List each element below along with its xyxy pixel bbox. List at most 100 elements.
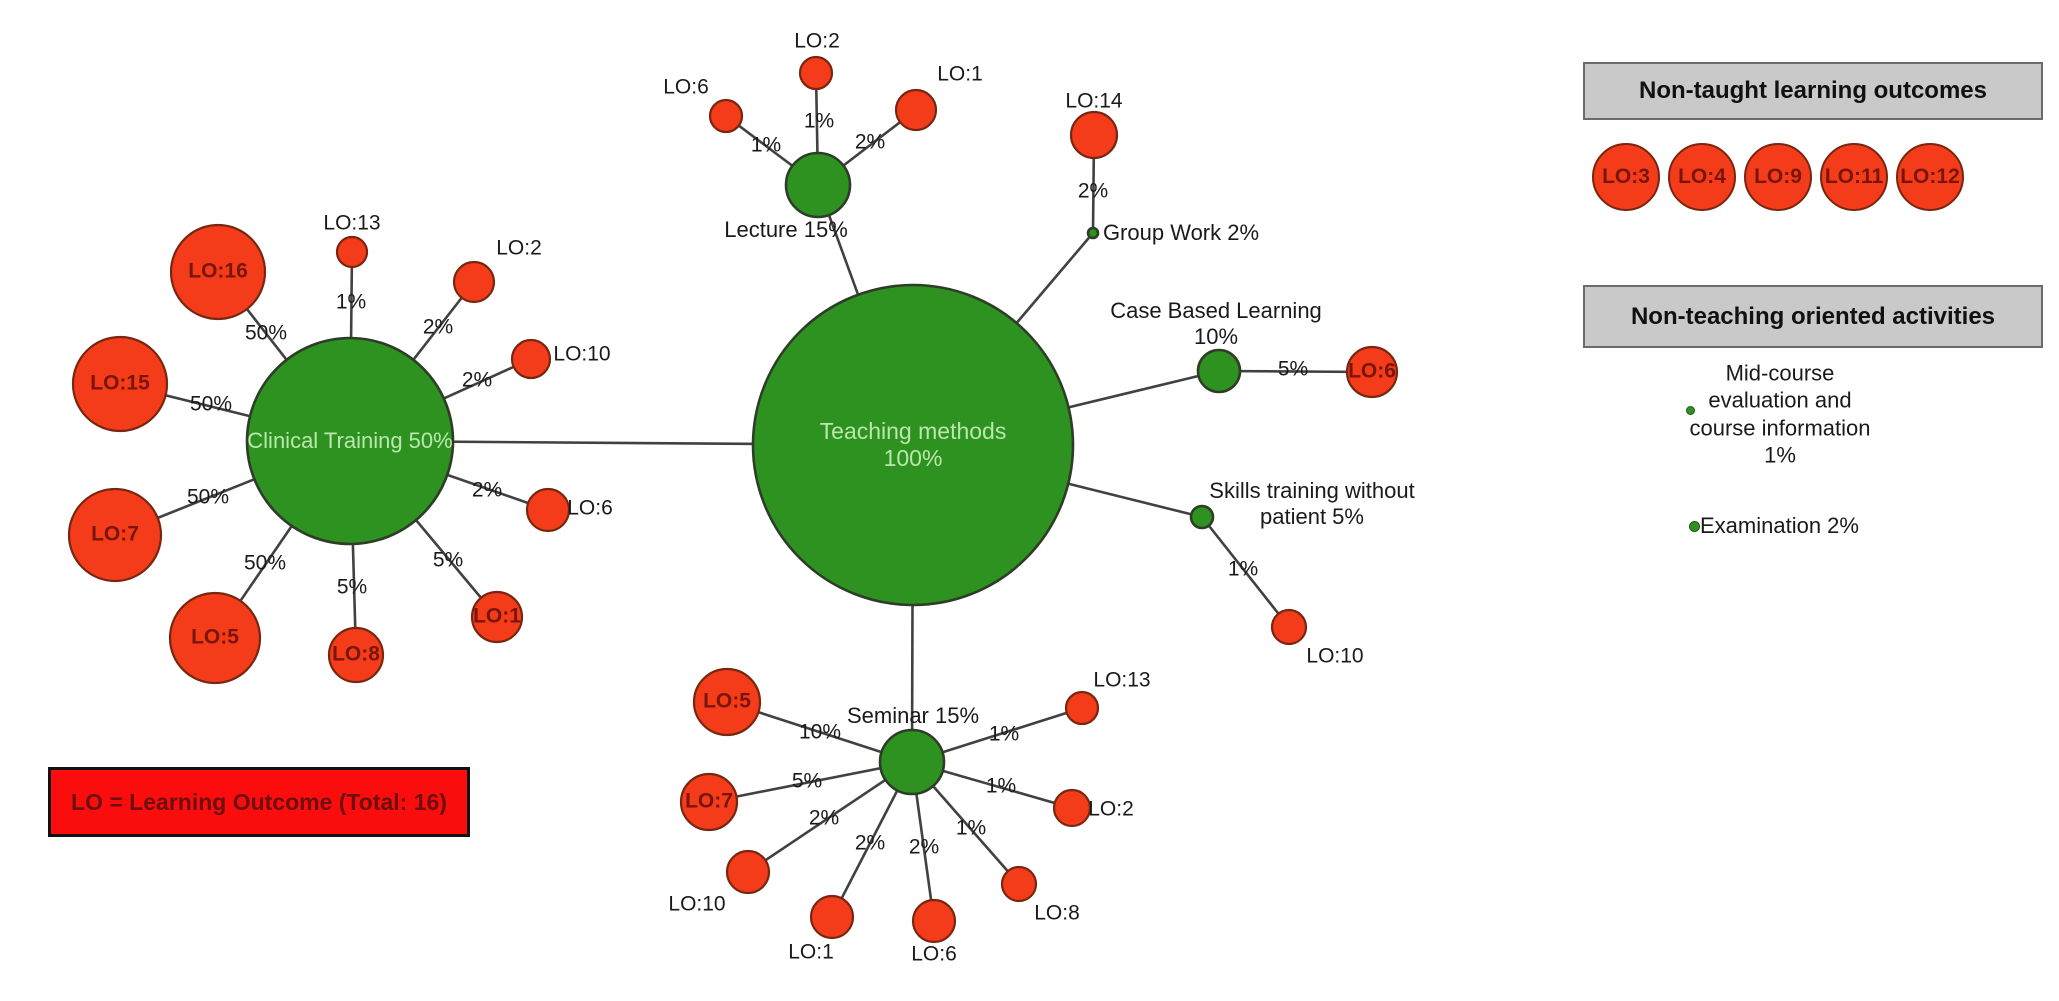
node-clinical_lo7 [67, 487, 163, 583]
node-label-clinical_lo1: LO:1 [473, 604, 521, 628]
node-label-seminar_lo2: LO:2 [1088, 797, 1134, 821]
node-lecture_lo2 [798, 55, 834, 91]
node-clinical_lo10 [510, 338, 552, 380]
node-clinical_lo1 [470, 590, 524, 644]
edge-label-casebased_lo6: 5% [1277, 357, 1309, 381]
node-label-casebased_lo6: LO:6 [1348, 359, 1396, 383]
node-clinical_lo8 [327, 626, 385, 684]
examination-dot-icon [1689, 521, 1700, 532]
node-skills [1189, 504, 1215, 530]
node-label-skills_lo10: LO:10 [1306, 644, 1364, 668]
midcourse-label: Mid-course evaluation and course informa… [1689, 360, 1871, 468]
edge-skills-skills_lo10 [1200, 516, 1291, 628]
edge-label-skills_lo10: 1% [1227, 557, 1259, 581]
non-taught-lo-3-label: LO:3 [1602, 165, 1650, 188]
node-label-clinical_lo10: LO:10 [553, 342, 611, 366]
node-label-seminar_lo1: LO:1 [788, 940, 834, 964]
node-label-case_based: Case Based Learning 10% [1110, 298, 1322, 349]
node-clinical_lo13 [335, 235, 369, 269]
node-label-clinical_lo5: LO:5 [191, 625, 239, 649]
node-lecture_lo1 [894, 88, 938, 132]
node-teaching [751, 283, 1075, 607]
node-clinical_lo6 [525, 487, 571, 533]
node-label-seminar_lo8: LO:8 [1034, 901, 1080, 925]
edge-label-groupwork_lo14: 2% [1077, 179, 1109, 203]
edge-label-lecture_lo1: 2% [854, 130, 886, 154]
edge-label-seminar_lo10: 2% [808, 806, 840, 830]
node-clinical_lo2 [452, 260, 496, 304]
node-label-groupwork_lo14: LO:14 [1065, 89, 1123, 113]
node-label-clinical_lo16: LO:16 [188, 259, 248, 283]
node-label-skills: Skills training without patient 5% [1209, 478, 1415, 529]
node-label-seminar_lo7: LO:7 [685, 789, 733, 813]
node-clinical [245, 336, 455, 546]
edge-label-seminar_lo6: 2% [908, 835, 940, 859]
node-label-clinical_lo6: LO:6 [567, 496, 613, 520]
edge-label-clinical_lo16: 50% [244, 321, 288, 345]
non-taught-lo-9-label: LO:9 [1754, 165, 1802, 188]
node-seminar [878, 728, 946, 796]
non-taught-lo-9: LO:9 [1744, 143, 1812, 211]
midcourse-dot-icon [1686, 406, 1695, 415]
non-taught-header: Non-taught learning outcomes [1583, 62, 2043, 120]
non-taught-lo-3: LO:3 [1592, 143, 1660, 211]
node-label-lecture_lo1: LO:1 [937, 62, 983, 86]
node-seminar_lo2 [1052, 788, 1092, 828]
edge-label-clinical_lo13: 1% [335, 290, 367, 314]
node-clinical_lo15 [71, 335, 169, 433]
legend-text: LO = Learning Outcome (Total: 16) [71, 788, 447, 815]
edge-label-seminar_lo7: 5% [791, 769, 823, 793]
non-taught-lo-11: LO:11 [1820, 143, 1888, 211]
non-teaching-header: Non-teaching oriented activities [1583, 285, 2043, 348]
node-case_based [1196, 348, 1242, 394]
node-group_work [1086, 226, 1100, 240]
node-seminar_lo7 [679, 772, 739, 832]
node-seminar_lo10 [725, 849, 771, 895]
node-label-group_work: Group Work 2% [1102, 220, 1260, 246]
node-seminar_lo13 [1064, 690, 1100, 726]
node-label-seminar_lo6: LO:6 [911, 942, 957, 966]
edge-label-clinical_lo1: 5% [432, 548, 464, 572]
non-taught-lo-4: LO:4 [1668, 143, 1736, 211]
non-taught-lo-11-label: LO:11 [1824, 165, 1884, 188]
node-seminar_lo6 [911, 898, 957, 944]
edge-label-clinical_lo10: 2% [461, 368, 493, 392]
node-clinical_lo16 [169, 223, 267, 321]
node-seminar_lo5 [692, 667, 762, 737]
node-skills_lo10 [1270, 608, 1308, 646]
legend-box: LO = Learning Outcome (Total: 16) [48, 767, 470, 837]
node-label-seminar_lo10: LO:10 [668, 892, 726, 916]
edge-label-clinical_lo2: 2% [422, 315, 454, 339]
node-label-seminar_lo5: LO:5 [703, 689, 751, 713]
node-layer [67, 55, 1399, 944]
edge-label-seminar_lo8: 1% [955, 816, 987, 840]
node-seminar_lo8 [1000, 865, 1038, 903]
node-label-clinical_lo7: LO:7 [91, 522, 139, 546]
edge-label-lecture_lo2: 1% [803, 109, 835, 133]
node-label-seminar_lo13: LO:13 [1093, 668, 1151, 692]
edge-label-seminar_lo2: 1% [985, 774, 1017, 798]
node-label-teaching: Teaching methods 100% [819, 417, 1007, 471]
non-taught-title: Non-taught learning outcomes [1639, 77, 1987, 104]
node-label-lecture_lo2: LO:2 [794, 29, 840, 53]
examination-label: Examination 2% [1700, 513, 1859, 538]
node-label-clinical_lo15: LO:15 [90, 371, 150, 395]
node-label-lecture_lo6: LO:6 [663, 75, 709, 99]
node-lecture [784, 151, 852, 219]
node-label-seminar: Seminar 15% [846, 703, 980, 729]
node-casebased_lo6 [1345, 345, 1399, 399]
non-teaching-title: Non-teaching oriented activities [1630, 302, 1996, 330]
edge-label-seminar_lo13: 1% [988, 722, 1020, 746]
edge-seminar-seminar_lo7 [708, 760, 913, 804]
non-taught-lo-12: LO:12 [1896, 143, 1964, 211]
edge-label-seminar_lo5: 10% [798, 720, 842, 744]
node-label-clinical_lo8: LO:8 [332, 642, 380, 666]
edge-label-lecture_lo6: 1% [750, 133, 782, 157]
edge-label-clinical_lo7: 50% [186, 485, 230, 509]
node-label-clinical_lo13: LO:13 [323, 211, 381, 235]
edge-label-clinical_lo8: 5% [336, 575, 368, 599]
non-taught-circles: LO:3 LO:4 LO:9 LO:11 LO:12 [1592, 143, 1964, 211]
